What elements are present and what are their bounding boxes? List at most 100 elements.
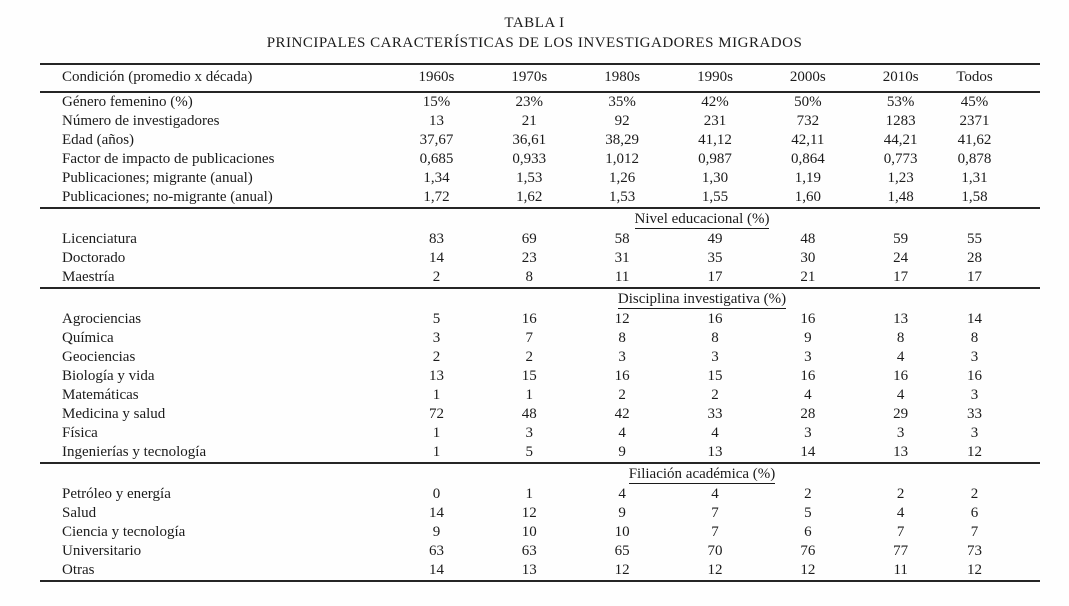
cell-value: 16 bbox=[614, 368, 630, 384]
cell-value: 1,62 bbox=[516, 189, 543, 205]
table-title: TABLA I bbox=[504, 15, 565, 31]
cell-value: 2 bbox=[711, 387, 719, 403]
cell-value: 1,012 bbox=[605, 151, 640, 167]
cell-value: 1 bbox=[432, 425, 441, 441]
cell-value: 16 bbox=[800, 311, 816, 327]
table-row: Género femenino (%) 15% 23% 35% 42% 50% 53% 45% bbox=[40, 92, 1040, 112]
cell-value: 8 bbox=[711, 330, 719, 346]
column-header-1990s: 1990s bbox=[668, 63, 762, 93]
main-table: Condición (promedio x década) 1960s 1970… bbox=[40, 63, 1040, 582]
row-label: Publicaciones; no-migrante (anual) bbox=[62, 189, 273, 205]
row-label: Maestría bbox=[62, 269, 115, 285]
cell-value: 5 bbox=[432, 311, 441, 327]
cell-value: 15 bbox=[707, 368, 723, 384]
cell-value: 8 bbox=[970, 330, 979, 346]
cell-value: 6 bbox=[970, 505, 979, 521]
cell-value: 12 bbox=[947, 561, 1040, 582]
cell-value: 41,12 bbox=[698, 132, 732, 148]
cell-value: 35 bbox=[707, 250, 723, 266]
cell-value: 1,31 bbox=[961, 170, 988, 186]
table-row: Química 3 7 8 8 9 8 8 bbox=[40, 329, 1040, 348]
cell-value: 2 bbox=[525, 349, 534, 365]
cell-value: 4 bbox=[896, 505, 905, 521]
section-heading-spacer bbox=[40, 287, 391, 310]
cell-value: 7 bbox=[711, 505, 719, 521]
cell-value: 77 bbox=[893, 543, 909, 559]
cell-value: 17 bbox=[967, 269, 983, 285]
cell-value: 9 bbox=[432, 524, 441, 540]
cell-value: 1,48 bbox=[887, 189, 914, 205]
cell-value: 48 bbox=[800, 231, 816, 247]
cell-value: 73 bbox=[967, 543, 983, 559]
cell-value: 1 bbox=[432, 387, 441, 403]
cell-value: 48 bbox=[521, 406, 537, 422]
cell-value: 0,773 bbox=[883, 151, 918, 167]
cell-value: 70 bbox=[707, 543, 723, 559]
cell-value: 63 bbox=[428, 543, 444, 559]
cell-value: 1,30 bbox=[701, 170, 729, 186]
table-row: Edad (años) 37,67 36,61 38,29 41,12 42,11 44,2… bbox=[40, 131, 1040, 150]
cell-value: 42,11 bbox=[791, 132, 825, 148]
cell-value: 5 bbox=[525, 444, 534, 460]
cell-value: 63 bbox=[521, 543, 537, 559]
row-label: Número de investigadores bbox=[62, 113, 220, 129]
cell-value: 13 bbox=[428, 368, 444, 384]
cell-value: 2 bbox=[804, 486, 812, 502]
row-label: Matemáticas bbox=[62, 387, 139, 403]
cell-value: 12 bbox=[967, 444, 983, 460]
table-body: Género femenino (%) 15% 23% 35% 42% 50% 53% 45%… bbox=[40, 92, 1040, 582]
cell-value: 42% bbox=[701, 94, 729, 110]
cell-value: 21 bbox=[521, 113, 537, 129]
cell-value: 3 bbox=[618, 349, 626, 365]
cell-value: 1,53 bbox=[516, 170, 543, 186]
cell-value: 7 bbox=[970, 524, 979, 540]
cell-value: 30 bbox=[800, 250, 816, 266]
table-subtitle: PRINCIPALES CARACTERÍSTICAS DE LOS INVES… bbox=[266, 35, 803, 51]
cell-value: 31 bbox=[614, 250, 630, 266]
cell-value: 23% bbox=[515, 94, 544, 110]
table-row: Licenciatura 83 69 58 49 48 59 55 bbox=[40, 230, 1040, 249]
column-header-1980s: 1980s bbox=[575, 63, 669, 93]
cell-value: 4 bbox=[896, 387, 905, 403]
cell-value: 14 bbox=[800, 444, 816, 460]
row-label: Factor de impacto de publicaciones bbox=[62, 151, 275, 167]
cell-value: 12 bbox=[521, 505, 537, 521]
section-heading-row: Disciplina investigativa (%) bbox=[40, 287, 1040, 310]
cell-value: 41,62 bbox=[957, 132, 992, 148]
cell-value: 33 bbox=[707, 406, 723, 422]
cell-value: 9 bbox=[618, 505, 626, 521]
cell-value: 1,53 bbox=[609, 189, 636, 205]
cell-value: 83 bbox=[428, 231, 444, 247]
row-label: Medicina y salud bbox=[62, 406, 166, 422]
header-row: Condición (promedio x década) 1960s 1970… bbox=[40, 63, 1040, 93]
cell-value: 3 bbox=[525, 425, 534, 441]
table-row: Doctorado 14 23 31 35 30 24 28 bbox=[40, 249, 1040, 268]
row-label: Otras bbox=[40, 561, 391, 582]
cell-value: 4 bbox=[711, 425, 719, 441]
cell-value: 2 bbox=[896, 486, 905, 502]
cell-value: 3 bbox=[970, 425, 979, 441]
table-row: Agrociencias 5 16 12 16 16 13 14 bbox=[40, 310, 1040, 329]
section-heading-spacer bbox=[40, 462, 391, 485]
cell-value: 92 bbox=[614, 113, 630, 129]
cell-value: 7 bbox=[525, 330, 534, 346]
cell-value: 13 bbox=[893, 311, 909, 327]
cell-value: 7 bbox=[896, 524, 905, 540]
cell-value: 1 bbox=[525, 486, 534, 502]
row-label: Salud bbox=[62, 505, 97, 521]
column-header-todos: Todos bbox=[947, 63, 1040, 93]
cell-value: 11 bbox=[614, 269, 630, 285]
cell-value: 1,26 bbox=[609, 170, 636, 186]
cell-value: 12 bbox=[668, 561, 762, 582]
row-label: Edad (años) bbox=[62, 132, 135, 148]
cell-value: 17 bbox=[893, 269, 909, 285]
table-row: Física 1 3 4 4 3 3 3 bbox=[40, 424, 1040, 443]
cell-value: 12 bbox=[614, 311, 630, 327]
cell-value: 3 bbox=[711, 349, 719, 365]
cell-value: 12 bbox=[761, 561, 855, 582]
cell-value: 72 bbox=[428, 406, 444, 422]
cell-value: 36,61 bbox=[512, 132, 547, 148]
cell-value: 5 bbox=[804, 505, 812, 521]
cell-value: 2 bbox=[970, 486, 979, 502]
cell-value: 76 bbox=[800, 543, 816, 559]
